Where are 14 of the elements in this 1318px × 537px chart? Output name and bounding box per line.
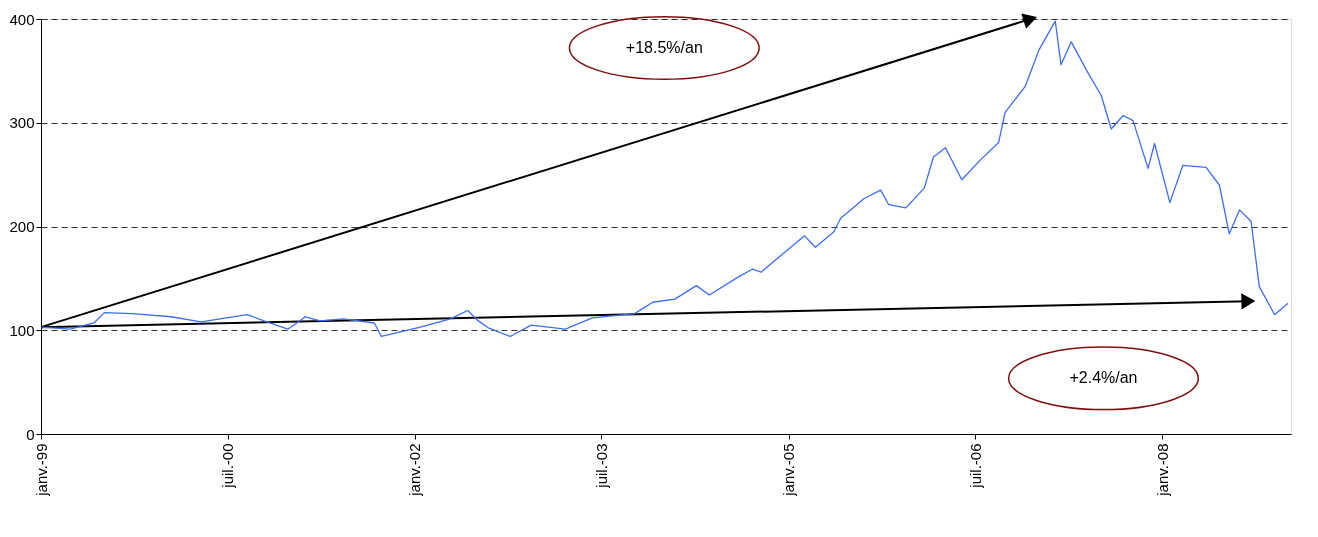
- annotation: +18.5%/an: [625, 39, 703, 57]
- x-tick-label: janv.-08: [1153, 443, 1171, 497]
- x-tick-label: juil.-03: [592, 443, 610, 489]
- y-tick-label: 400: [9, 10, 35, 28]
- x-tick-label: juil.-00: [219, 443, 237, 489]
- y-tick-label: 200: [9, 218, 35, 235]
- annotation: +2.4%/an: [1069, 369, 1138, 387]
- y-tick-label: 100: [9, 321, 35, 339]
- x-tick-label: janv.-99: [32, 443, 50, 497]
- y-tick-label: 0: [26, 425, 35, 443]
- x-tick-label: janv.-02: [406, 443, 424, 497]
- y-tick-label: 300: [9, 114, 35, 132]
- x-tick-label: janv.-05: [780, 443, 798, 497]
- x-tick-label: juil.-06: [966, 443, 984, 489]
